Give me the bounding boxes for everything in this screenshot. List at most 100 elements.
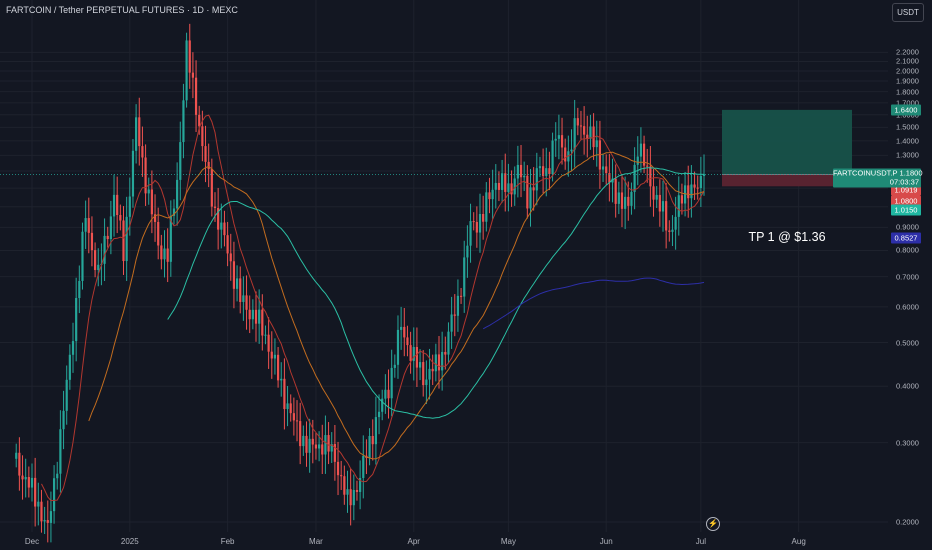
candle-body — [210, 169, 213, 207]
candle-body — [109, 216, 112, 240]
currency-button[interactable]: USDT — [892, 3, 924, 22]
candle-body — [94, 250, 97, 271]
price-tick-label: 0.5000 — [896, 338, 919, 348]
candle-body — [261, 309, 264, 336]
candle-body — [207, 161, 210, 170]
candle-body — [690, 184, 693, 199]
candle-body — [286, 403, 289, 410]
candle-body — [532, 187, 535, 191]
price-tag: 0.8527 — [891, 232, 921, 244]
candle-body — [235, 278, 239, 289]
candle-body — [560, 135, 564, 148]
candle-body — [548, 168, 551, 175]
candle-body — [387, 389, 390, 399]
time-tick-label: Apr — [407, 537, 420, 546]
candle-body — [68, 354, 71, 380]
candle-body — [696, 187, 699, 189]
candle-body — [258, 309, 261, 324]
candle-body — [147, 189, 150, 194]
candle-body — [191, 72, 195, 78]
candle-body — [639, 143, 643, 157]
candle-body — [665, 201, 668, 231]
candle-body — [450, 314, 453, 332]
candle-body — [447, 331, 450, 355]
candles — [15, 23, 706, 543]
candle-body — [630, 191, 633, 206]
candle-body — [554, 138, 557, 141]
candle-body — [431, 368, 434, 372]
candle-body — [97, 264, 100, 271]
candle-body — [176, 179, 179, 209]
candle-body — [40, 501, 43, 522]
candle-body — [472, 221, 475, 223]
candle-body — [30, 477, 34, 488]
candle-body — [359, 477, 362, 492]
candle-body — [172, 208, 176, 216]
candle-body — [160, 245, 163, 260]
candle-body — [62, 410, 65, 430]
candle-body — [620, 192, 624, 209]
candle-body — [633, 164, 636, 192]
candle-body — [280, 378, 283, 381]
symbol-label: FARTCOINUSDT.P — [833, 168, 898, 178]
price-tick-label: 1.4000 — [896, 136, 919, 146]
candle-body — [570, 149, 573, 152]
candle-body — [169, 215, 172, 262]
candle-body — [226, 235, 229, 254]
candle-body — [144, 157, 147, 194]
lightning-icon[interactable]: ⚡ — [706, 517, 720, 531]
candle-body — [409, 345, 412, 361]
candle-body — [43, 520, 46, 522]
moving-average-line — [88, 151, 705, 460]
candle-body — [412, 347, 415, 361]
candle-body — [18, 452, 21, 476]
candle-body — [406, 337, 409, 346]
candle-body — [384, 389, 387, 399]
candle-body — [21, 475, 24, 480]
price-tag: 1.0800 — [891, 195, 921, 207]
candle-body — [15, 452, 18, 459]
candle-body — [434, 354, 437, 372]
price-tick-label: 0.8000 — [896, 245, 919, 255]
current-price: 1.1800 — [899, 168, 923, 178]
candle-body — [595, 140, 598, 148]
candle-body — [655, 194, 658, 200]
candle-body — [699, 175, 702, 189]
candle-body — [125, 216, 128, 262]
candle-body — [201, 126, 204, 147]
price-tick-label: 1.5000 — [896, 122, 919, 132]
candle-body — [245, 295, 248, 310]
candle-body — [396, 329, 400, 365]
candle-body — [198, 114, 201, 127]
time-tick-label: May — [500, 537, 516, 546]
candle-body — [273, 354, 277, 359]
candle-body — [668, 230, 671, 232]
current-price-tag: FARTCOINUSDT.P 1.1800 07:03:37 — [833, 168, 923, 188]
candle-body — [557, 135, 560, 139]
grid-lines — [0, 0, 888, 532]
take-profit-label: TP 1 @ $1.36 — [748, 230, 826, 244]
candle-body — [248, 309, 251, 320]
candle-body — [516, 164, 519, 179]
candle-body — [488, 192, 491, 200]
candle-body — [393, 364, 396, 368]
candle-body — [324, 435, 327, 455]
candle-body — [27, 477, 30, 488]
candle-body — [65, 379, 68, 411]
candle-body — [116, 194, 119, 216]
position-zones[interactable] — [722, 109, 852, 187]
candle-body — [81, 231, 84, 281]
candle-body — [229, 253, 232, 262]
price-tick-label: 0.2000 — [896, 517, 919, 527]
price-tick-label: 0.9000 — [896, 222, 919, 232]
candle-body — [469, 221, 472, 246]
candle-body — [128, 196, 131, 217]
candle-body — [321, 444, 324, 455]
price-tick-label: 0.7000 — [896, 272, 919, 282]
candle-body — [292, 413, 295, 421]
price-tick-label: 0.6000 — [896, 302, 919, 312]
candle-body — [52, 478, 56, 512]
candle-body — [204, 146, 207, 162]
candle-body — [333, 444, 336, 462]
